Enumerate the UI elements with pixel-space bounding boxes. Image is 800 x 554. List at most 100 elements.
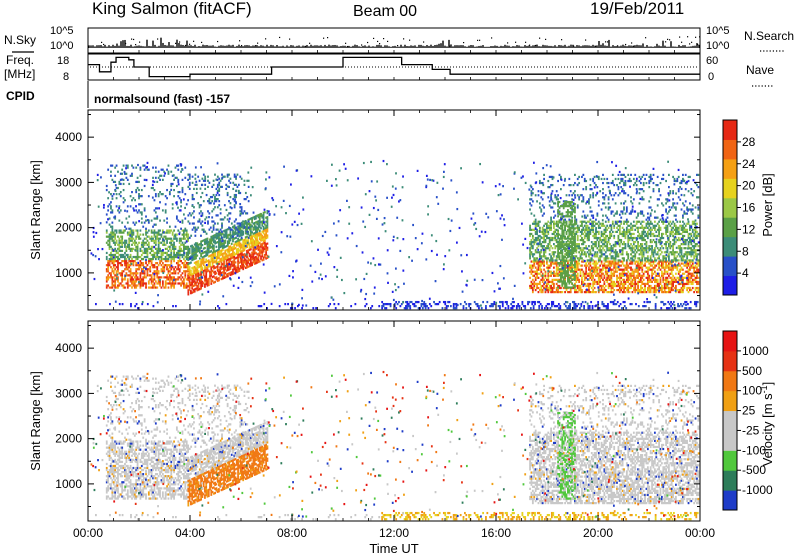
power-cell [202,269,205,273]
power-cell [552,220,555,223]
power-cell [627,245,630,248]
power-cell [541,226,544,229]
power-cell [115,239,118,242]
power-cell [173,257,175,261]
power-cell [153,255,156,259]
power-cell [589,257,592,260]
power-cell [153,274,156,277]
power-cell [239,224,242,227]
power-cell [168,253,171,257]
power-cell [627,224,630,227]
power-cell [604,278,607,281]
power-cell [538,220,541,223]
power-cell [581,220,583,223]
power-cell [160,253,163,257]
power-cell [621,249,624,252]
power-cell [153,199,156,202]
power-cell [551,280,554,284]
power-cell [687,272,690,275]
power-cell [603,245,606,248]
power-cell [118,272,121,275]
power-cell [181,255,184,259]
power-cell [599,236,602,240]
power-cell [614,282,617,286]
power-cell [571,264,574,267]
power-cell [634,240,637,244]
power-cell [266,222,269,225]
power-cell [122,164,125,167]
power-cell [631,274,634,277]
power-cell [150,245,153,248]
power-cell [637,257,639,260]
power-cell [210,235,213,239]
power-cell [212,261,215,264]
power-cell [534,260,537,263]
power-cell [251,235,253,238]
power-cell [625,251,628,254]
power-cell [200,244,202,247]
power-cell [600,274,603,277]
power-cell [597,226,600,229]
power-cell [202,257,205,260]
power-cell [252,244,255,248]
power-cell [249,235,252,239]
power-cell [595,222,597,225]
power-cell [638,274,641,277]
power-cell [225,275,228,278]
power-cell [145,227,147,230]
power-cell [235,250,238,253]
power-cell [246,227,248,230]
power-cell [644,262,646,265]
nsearch-point [265,38,267,40]
power-cell [242,225,245,228]
power-cell [572,232,575,236]
power-cell [185,203,188,206]
nsearch-point [667,38,669,40]
power-cell [590,220,593,223]
power-cell [555,240,558,244]
power-cell [247,259,250,262]
power-cell [170,282,173,285]
power-cell [534,259,537,262]
power-cell [545,226,548,229]
power-cell [114,268,117,271]
power-cell [620,220,623,223]
power-cell [146,243,149,246]
power-cell [211,280,214,283]
power-cell [126,221,129,224]
power-cell [147,235,150,238]
power-cell [639,274,642,277]
power-cell [252,246,255,250]
power-cell [200,271,202,274]
power-cell [197,284,200,287]
power-cell [173,286,175,289]
power-cell [251,231,253,234]
power-cell [581,224,583,227]
power-cell [185,253,188,257]
power-cell [119,195,122,198]
power-cell [208,202,211,205]
power-cell [586,264,589,267]
power-cell [139,282,142,285]
power-cell [642,253,645,256]
power-cell [551,253,554,256]
power-cell [238,249,241,252]
power-cell [107,276,110,279]
power-cell [233,237,236,240]
power-cell [637,220,639,223]
power-cell [625,278,628,281]
power-cell [111,178,114,181]
power-cell [673,286,676,290]
power-cell [178,190,181,194]
power-cell [658,266,660,269]
power-cell [557,272,559,275]
power-cell [593,272,596,275]
power-cell [170,249,173,253]
power-cell [228,237,231,240]
power-cell [669,262,672,265]
power-cell [167,172,170,175]
power-cell [541,262,544,265]
power-cell [133,284,136,287]
power-cell [197,245,200,248]
nsearch-point [573,45,575,47]
